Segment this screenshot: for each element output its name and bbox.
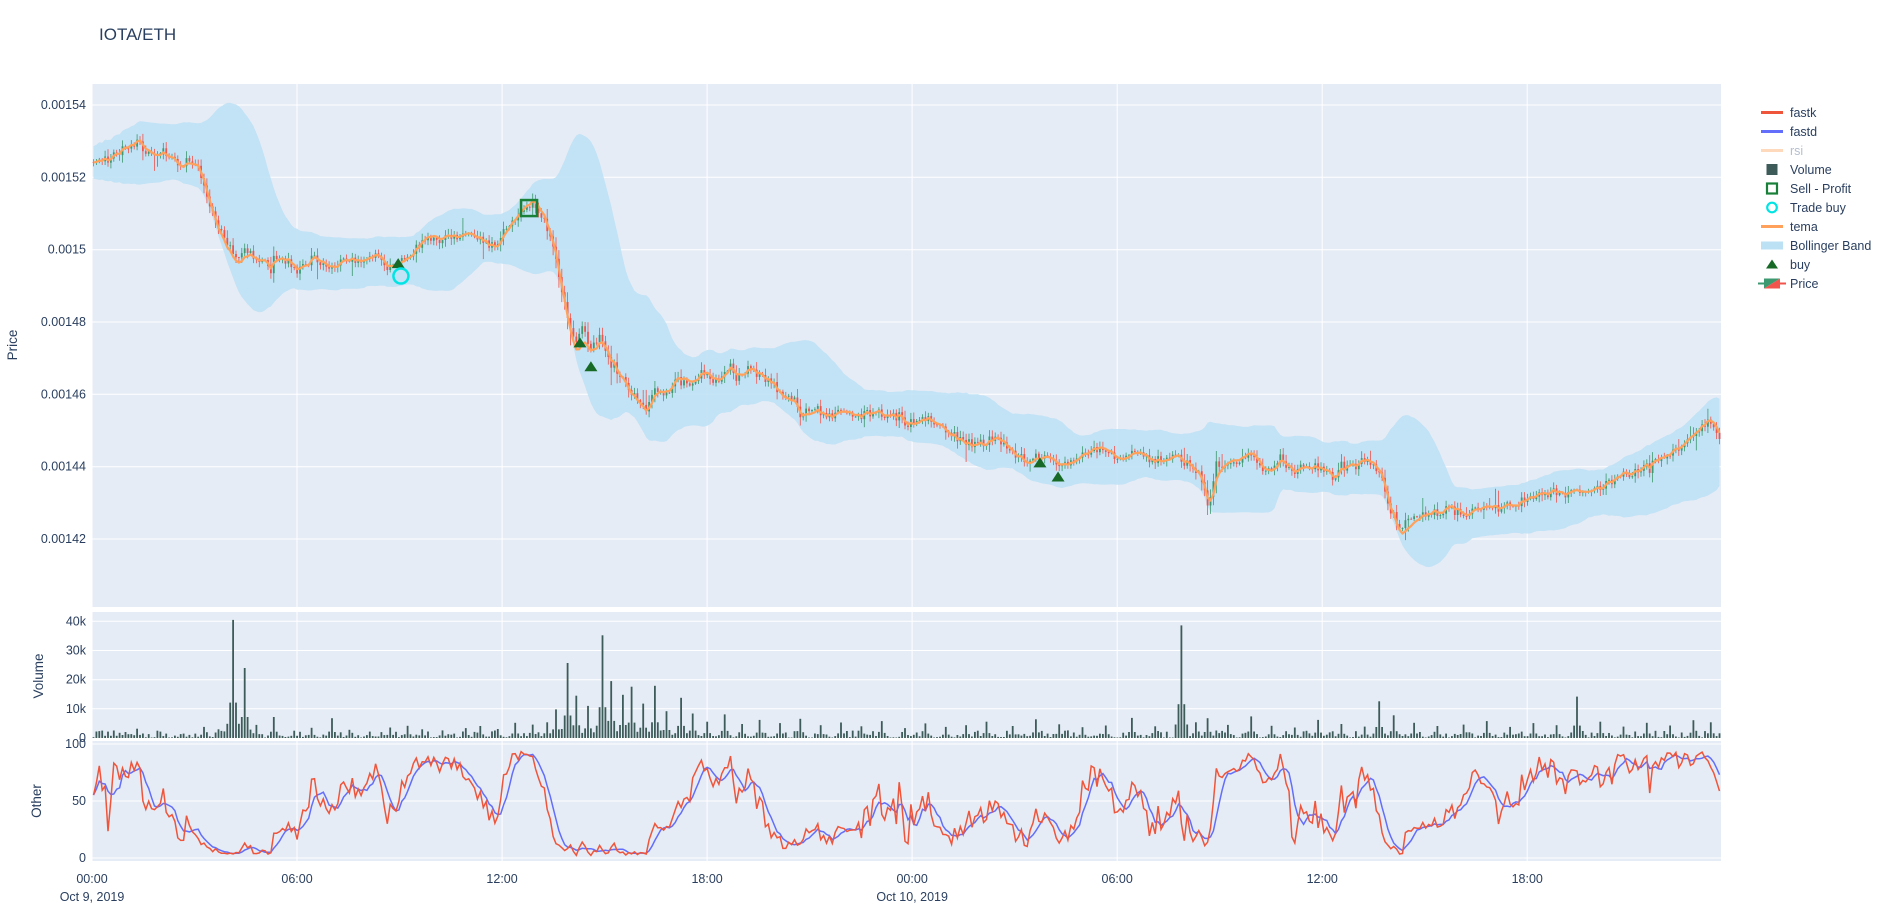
sell-profit-marker (519, 198, 539, 218)
svg-text:12:00: 12:00 (486, 872, 517, 886)
axis-title: Volume (31, 653, 46, 698)
svg-text:18:00: 18:00 (691, 872, 722, 886)
volume-legend-icon (1757, 163, 1787, 176)
svg-text:18:00: 18:00 (1512, 872, 1543, 886)
svg-text:Oct 10, 2019: Oct 10, 2019 (876, 890, 948, 904)
svg-text:06:00: 06:00 (281, 872, 312, 886)
legend-item-label: Price (1790, 276, 1819, 291)
svg-text:0.00154: 0.00154 (41, 98, 86, 112)
svg-text:0.00146: 0.00146 (41, 387, 86, 401)
legend-item-tema[interactable]: tema (1757, 217, 1871, 236)
chart-title: IOTA/ETH (99, 25, 177, 44)
fastk-line (92, 750, 1721, 857)
svg-text:06:00: 06:00 (1102, 872, 1133, 886)
svg-text:Oct 9, 2019: Oct 9, 2019 (60, 890, 125, 904)
volume-panel[interactable] (92, 612, 1721, 738)
tema-legend-icon (1757, 220, 1787, 233)
svg-text:00:00: 00:00 (896, 872, 927, 886)
price-plot (92, 102, 1721, 568)
legend-item-label: Bollinger Band (1790, 238, 1872, 253)
buy-marker (1033, 457, 1047, 468)
axis-title: Other (29, 784, 44, 818)
legend-item-trade-buy[interactable]: Trade buy (1757, 198, 1871, 217)
legend-item-label: fastk (1790, 105, 1817, 120)
legend-item-price[interactable]: Price (1757, 274, 1871, 293)
svg-text:0: 0 (79, 731, 86, 745)
axis-labels: 0.00154 0.00152 0.0015 0.00148 0.00146 0.0014… (5, 98, 1543, 904)
bollinger-band-legend-icon (1757, 239, 1787, 252)
legend-item-label: Trade buy (1790, 200, 1846, 215)
fastd-legend-icon (1757, 125, 1787, 138)
volume-bars (92, 619, 1721, 738)
buy-marker (573, 337, 587, 348)
price-legend-icon (1757, 277, 1787, 290)
legend-item-sell-profit[interactable]: Sell - Profit (1757, 179, 1871, 198)
sell-profit-legend-icon (1757, 182, 1787, 195)
buy-marker (391, 258, 405, 269)
legend-item-volume[interactable]: Volume (1757, 160, 1871, 179)
rsi-legend-icon (1757, 144, 1787, 157)
svg-text:0.0015: 0.0015 (48, 243, 86, 257)
fastd-line (92, 753, 1721, 855)
buy-legend-icon (1757, 258, 1787, 271)
svg-text:0.00152: 0.00152 (41, 170, 86, 184)
legend-item-label: Sell - Profit (1790, 181, 1852, 196)
trade-buy-legend-icon (1757, 201, 1787, 214)
legend-item-buy[interactable]: buy (1757, 255, 1871, 274)
tema-line (93, 139, 1721, 535)
svg-text:12:00: 12:00 (1307, 872, 1338, 886)
fastk-legend-icon (1757, 106, 1787, 119)
legend-item-label: rsi (1790, 143, 1804, 158)
svg-text:0.00142: 0.00142 (41, 532, 86, 546)
legend-item-label: tema (1790, 219, 1818, 234)
legend-item-label: fastd (1790, 124, 1818, 139)
legend-item-label: Volume (1790, 162, 1832, 177)
axis-title: Price (5, 330, 20, 361)
svg-text:00:00: 00:00 (76, 872, 107, 886)
oscillator-plot (92, 750, 1721, 857)
legend-item-label: buy (1790, 257, 1811, 272)
buy-marker (584, 361, 598, 372)
trade-buy-marker (392, 267, 410, 285)
svg-text:0.00148: 0.00148 (41, 315, 86, 329)
svg-text:50: 50 (72, 794, 86, 808)
svg-text:40k: 40k (66, 614, 87, 628)
trade-markers (391, 198, 1065, 482)
svg-text:100: 100 (65, 737, 86, 751)
svg-text:20k: 20k (66, 673, 87, 687)
legend-item-rsi[interactable]: rsi (1757, 141, 1871, 160)
svg-text:0: 0 (79, 851, 86, 865)
bollinger-band-area (93, 102, 1720, 568)
svg-text:0.00144: 0.00144 (41, 460, 86, 474)
legend-item-fastd[interactable]: fastd (1757, 122, 1871, 141)
legend-item-bollinger-band[interactable]: Bollinger Band (1757, 236, 1871, 255)
legend: fastk fastd rsi Volume Sell - Profit Trade bu… (1757, 103, 1871, 293)
buy-marker (1051, 471, 1065, 482)
svg-text:10k: 10k (66, 702, 87, 716)
svg-text:30k: 30k (66, 644, 87, 658)
legend-item-fastk[interactable]: fastk (1757, 103, 1871, 122)
